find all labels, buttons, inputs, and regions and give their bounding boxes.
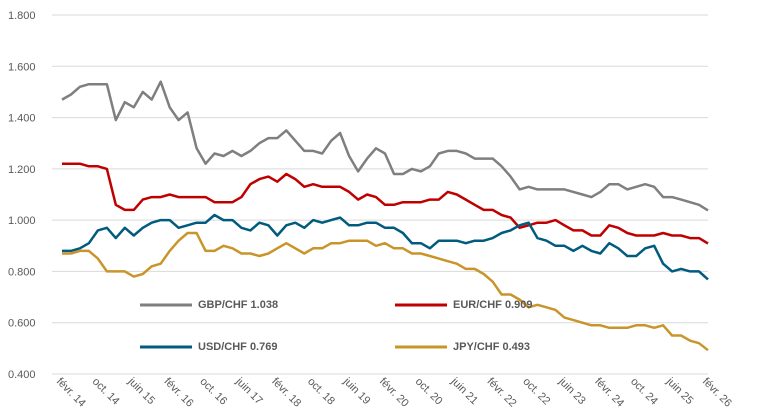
x-tick-label: juin 21 [448, 375, 480, 407]
x-tick-label: févr. 20 [377, 376, 411, 410]
y-tick-label: 1.800 [8, 10, 36, 22]
x-tick-label: oct. 14 [90, 376, 122, 408]
y-tick-label: 1.600 [8, 61, 36, 73]
x-tick-label: juin 19 [340, 375, 372, 407]
series-line [61, 80, 709, 212]
x-tick-label: juin 23 [556, 375, 588, 407]
x-tick-label: févr. 18 [269, 376, 303, 410]
x-tick-label: oct. 24 [628, 376, 660, 408]
series-line [62, 213, 709, 281]
legend-label: USD/CHF 0.769 [198, 341, 277, 353]
y-tick-label: 0.600 [8, 318, 36, 330]
y-tick-label: 0.400 [8, 369, 36, 381]
y-tick-label: 1.200 [8, 164, 36, 176]
x-tick-label: juin 17 [233, 375, 265, 407]
x-tick-label: juin 15 [125, 375, 157, 407]
x-tick-label: févr. 26 [700, 376, 734, 410]
x-tick-label: févr. 22 [485, 376, 519, 410]
series-line [62, 162, 709, 245]
x-tick-label: oct. 16 [197, 376, 229, 408]
x-tick-label: juin 25 [663, 375, 695, 407]
x-tick-label: oct. 18 [305, 376, 337, 408]
legend-label: EUR/CHF 0.909 [453, 299, 532, 311]
legend-label: JPY/CHF 0.493 [453, 341, 530, 353]
x-tick-label: févr. 16 [162, 376, 196, 410]
x-tick-label: févr. 24 [592, 376, 626, 410]
legend-label: GBP/CHF 1.038 [198, 299, 278, 311]
x-tick-label: oct. 20 [413, 376, 445, 408]
y-tick-label: 0.800 [8, 266, 36, 278]
series-line [62, 231, 709, 352]
x-tick-label: févr. 14 [54, 376, 88, 410]
y-tick-label: 1.000 [8, 215, 36, 227]
y-tick-label: 1.400 [8, 113, 36, 125]
x-tick-label: oct. 22 [520, 376, 552, 408]
